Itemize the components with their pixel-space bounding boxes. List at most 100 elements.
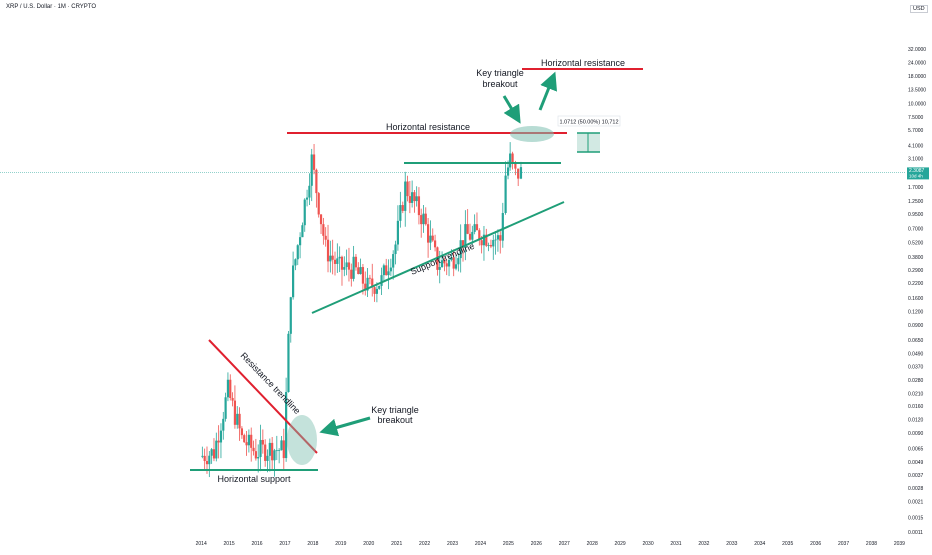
candle-body: [401, 205, 404, 211]
candle-body: [243, 435, 246, 443]
candle-body: [326, 239, 330, 262]
candle-body: [350, 269, 353, 279]
x-tick-label: 2022: [419, 541, 430, 547]
candle-body: [308, 185, 311, 198]
x-tick-label: 2031: [670, 541, 681, 547]
candle-body: [440, 260, 444, 267]
candle-body: [333, 259, 337, 264]
candle-body: [364, 283, 367, 291]
x-tick-label: 2036: [810, 541, 821, 547]
candle-body: [417, 196, 421, 216]
candle-body: [366, 277, 369, 291]
candle-body: [233, 400, 237, 425]
y-tick-label: 1.2500: [908, 199, 924, 205]
x-tick-label: 2014: [196, 541, 207, 547]
candle-body: [519, 167, 523, 179]
candle-body: [289, 297, 292, 334]
y-tick-label: 0.0280: [908, 378, 924, 384]
candle-body: [450, 257, 453, 260]
candle-body: [371, 278, 374, 288]
candle-body: [240, 428, 244, 436]
y-tick-label: 0.0011: [908, 530, 923, 536]
candle-body: [294, 259, 297, 266]
candle-body: [336, 258, 339, 264]
support-trendline: [311, 201, 565, 314]
candle-body: [312, 154, 316, 170]
symbol-title: XRP / U.S. Dollar · 1M · CRYPTO: [6, 4, 97, 10]
x-tick-label: 2024: [475, 541, 486, 547]
x-tick-label: 2016: [251, 541, 262, 547]
measure-label-bg: [557, 115, 621, 127]
candle-body: [482, 234, 486, 246]
candle-body: [361, 267, 365, 284]
candle-body: [471, 231, 474, 240]
candle-body: [478, 230, 481, 241]
x-tick-label: 2020: [363, 541, 374, 547]
x-tick-label: 2026: [531, 541, 542, 547]
candle-body: [492, 240, 495, 247]
candle-body: [382, 265, 385, 276]
candle-body: [459, 240, 462, 259]
candle-body: [509, 153, 512, 168]
candle-body: [431, 235, 434, 241]
candle-body: [303, 199, 306, 226]
measure-label: 1.0712 (50.00%) 10,712: [559, 120, 618, 126]
y-tick-label: 0.0090: [908, 431, 924, 437]
candle-body: [315, 169, 318, 194]
y-tick-label: 0.1600: [908, 296, 924, 302]
currency-label[interactable]: USD: [910, 5, 928, 13]
candle-body: [443, 260, 446, 264]
candle-body: [317, 193, 320, 215]
x-tick-label: 2018: [307, 541, 318, 547]
y-tick-label: 32.0000: [908, 47, 926, 53]
candle-body: [429, 235, 432, 243]
y-tick-label: 1.7000: [908, 185, 924, 191]
candle-body: [433, 240, 437, 248]
y-tick-label: 0.0210: [908, 391, 924, 397]
candle-body: [280, 440, 283, 451]
breakout-arrow-left: [319, 416, 371, 437]
x-tick-label: 2037: [838, 541, 849, 547]
candle-body: [238, 413, 241, 429]
candle-body: [259, 439, 262, 458]
y-axis: 32.0000 24.0000 18.0000 13.5000 10.0000 7.500…: [908, 47, 926, 536]
horizontal-resistance-label: Horizontal resistance: [386, 122, 470, 132]
candle-body: [305, 197, 309, 200]
x-tick-label: 2017: [279, 541, 290, 547]
candle-body: [215, 440, 218, 459]
y-tick-label: 0.0015: [908, 515, 924, 521]
candle-body: [205, 460, 209, 465]
candle-body: [389, 267, 392, 272]
candle-body: [511, 153, 514, 163]
breakout-ellipse-top: [510, 126, 554, 142]
y-tick-label: 0.0028: [908, 486, 924, 492]
candle-body: [447, 259, 451, 267]
y-tick-label: 0.0650: [908, 338, 924, 344]
y-tick-label: 13.5000: [908, 87, 926, 93]
x-tick-label: 2027: [559, 541, 570, 547]
y-tick-label: 0.5200: [908, 240, 924, 246]
y-tick-label: 18.0000: [908, 74, 926, 80]
candle-body: [219, 430, 223, 443]
candle-body: [338, 256, 341, 259]
candle-body: [345, 262, 348, 268]
x-tick-label: 2030: [642, 541, 653, 547]
candle-body: [485, 234, 488, 246]
candle-body: [324, 235, 327, 240]
candle-body: [373, 287, 376, 294]
candle-body: [254, 451, 257, 459]
x-axis: 2014 2015 2016 2017 2018 2019 2020 2021 2022 2023…: [196, 541, 906, 547]
candle-body: [266, 455, 269, 461]
candle-body: [480, 240, 483, 246]
candle-body: [271, 442, 274, 461]
x-tick-label: 2028: [587, 541, 598, 547]
candle-body: [404, 181, 407, 211]
x-tick-label: 2038: [866, 541, 877, 547]
candles: [201, 142, 523, 478]
y-tick-label: 4.1000: [908, 143, 924, 149]
horizontal-support-label: Horizontal support: [217, 474, 291, 484]
candle-body: [411, 192, 414, 203]
x-tick-label: 2021: [391, 541, 402, 547]
